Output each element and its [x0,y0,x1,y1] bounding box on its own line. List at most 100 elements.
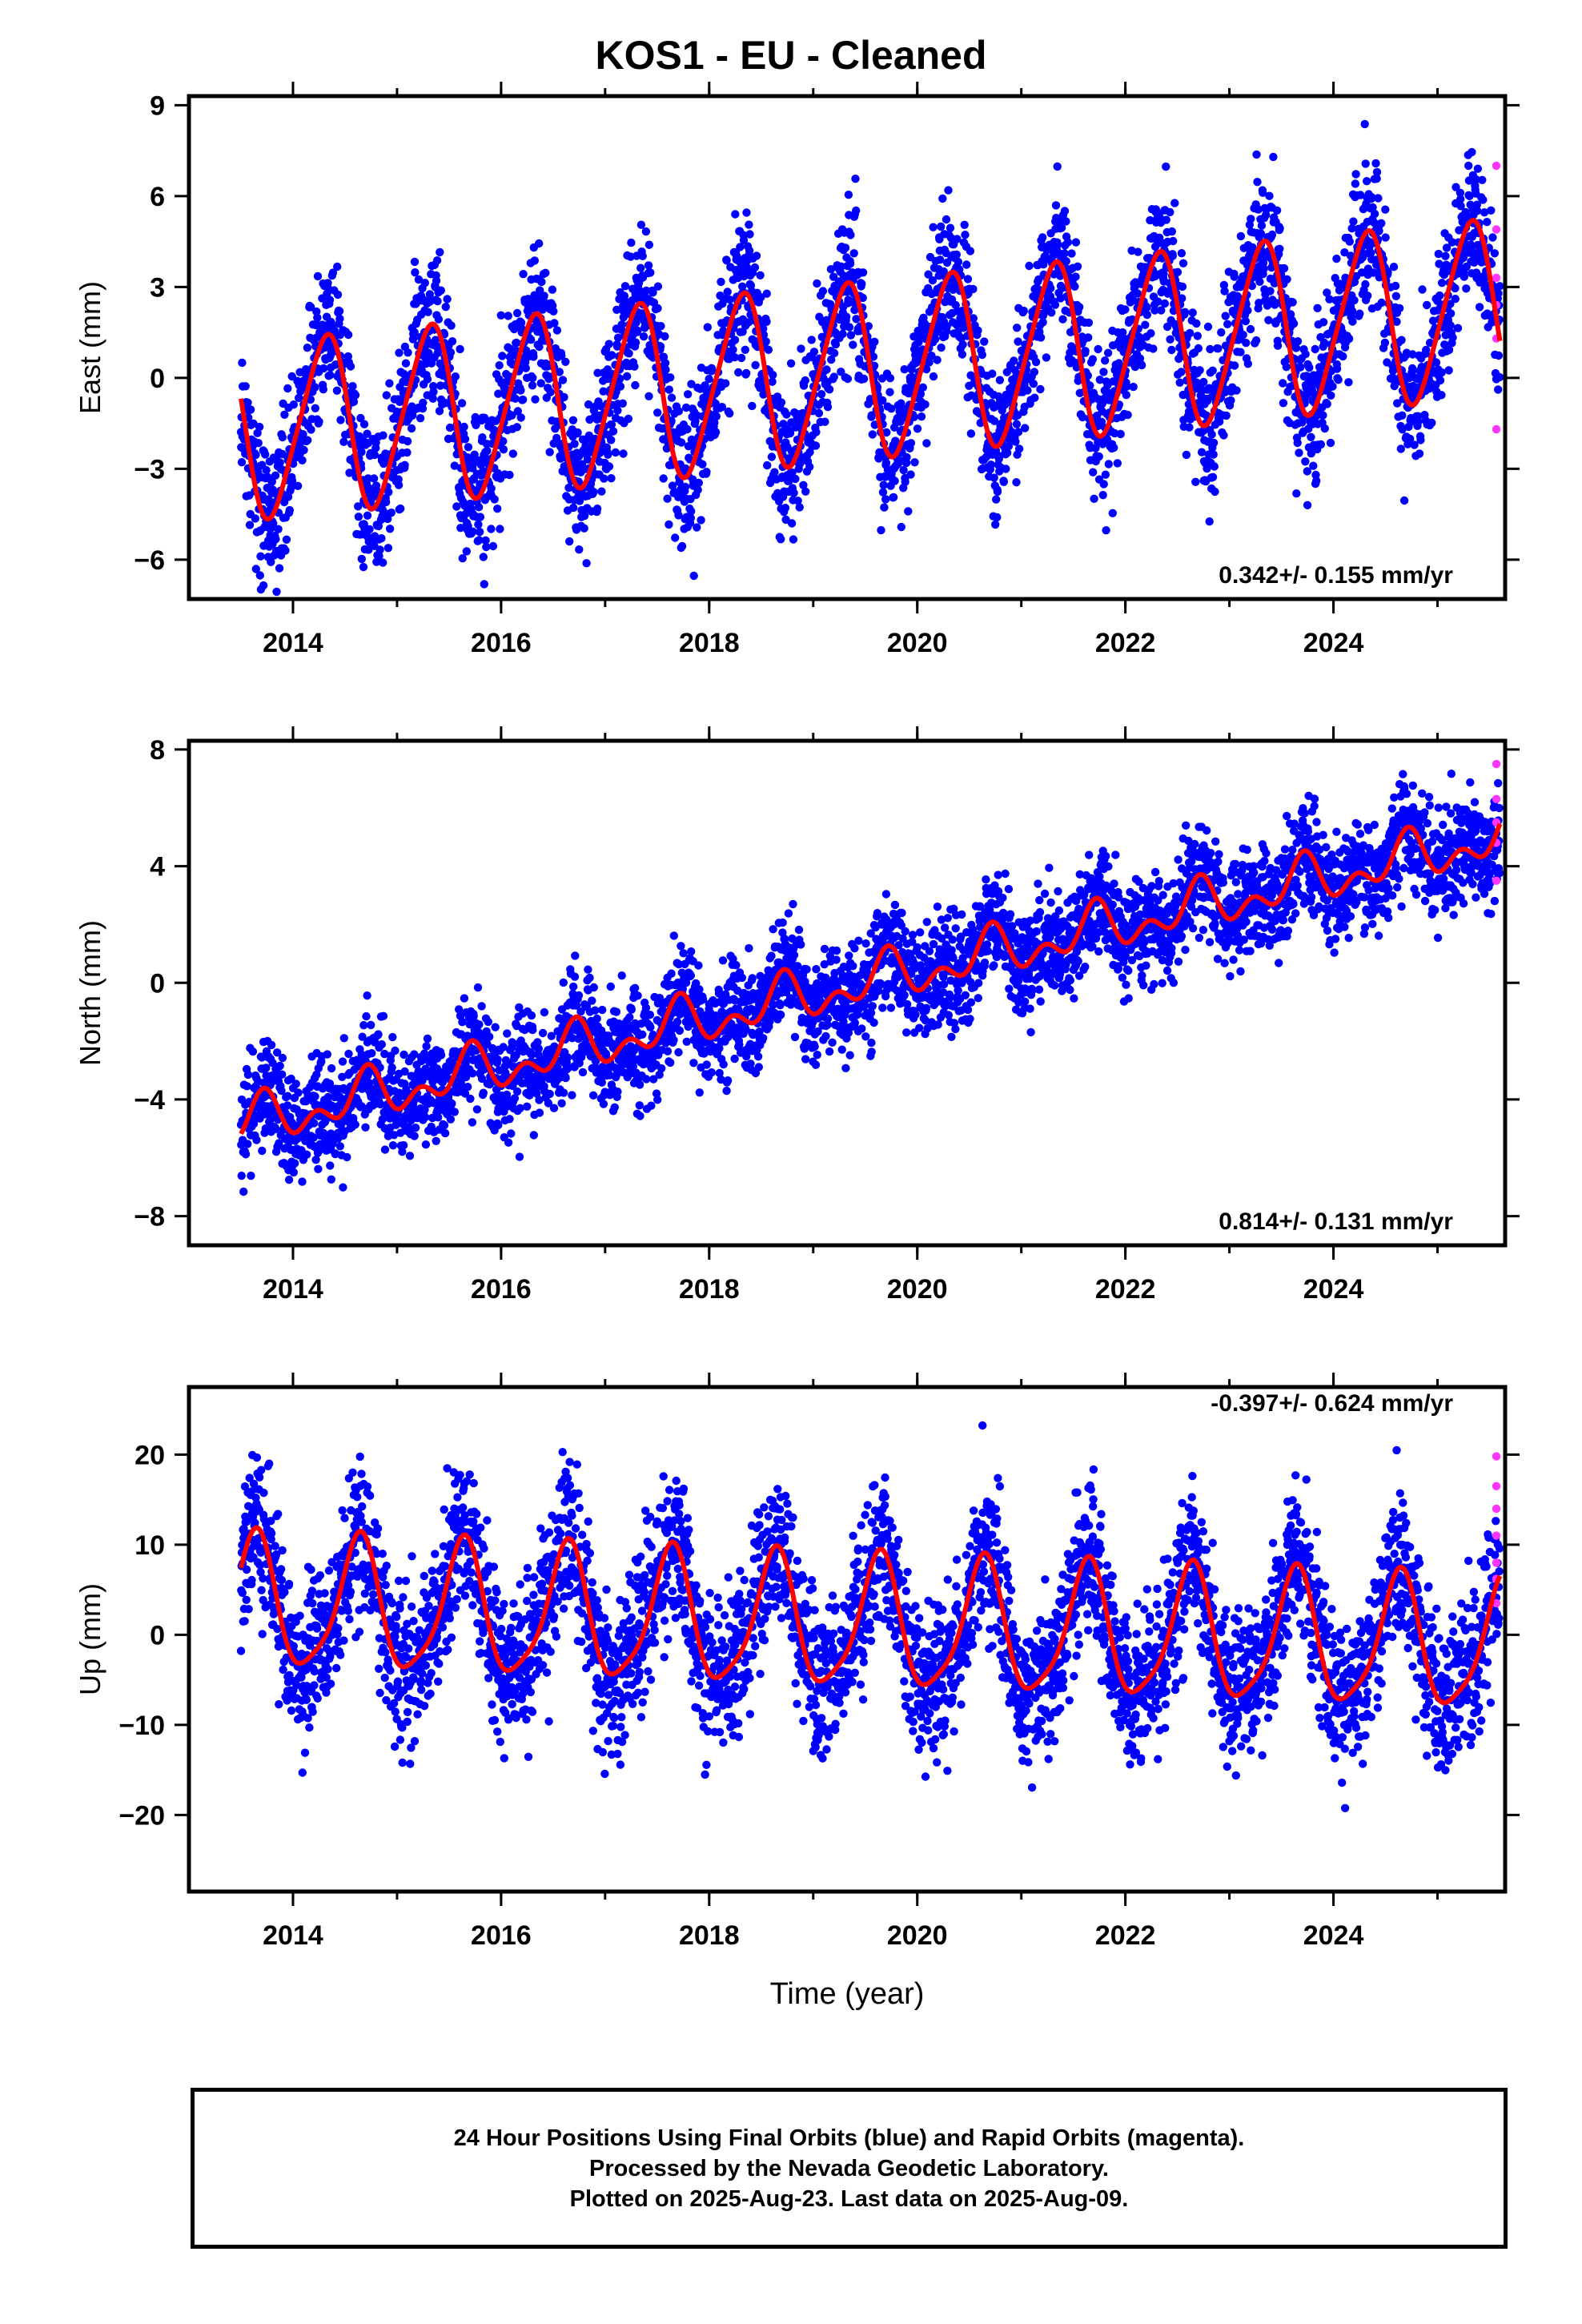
data-point [403,448,412,457]
data-point [267,557,275,566]
data-point [1350,296,1359,305]
data-point [592,505,602,513]
data-point [1293,438,1302,448]
data-point [730,336,740,344]
data-point [278,1070,287,1079]
data-point [385,379,394,388]
data-point [1312,476,1321,485]
data-point [1089,468,1098,476]
data-point [1437,279,1447,287]
data-point [864,322,873,331]
data-point [418,404,428,413]
data-point [1241,316,1251,326]
data-point [1267,230,1277,239]
data-point [671,533,680,542]
data-point [384,488,393,497]
data-point [313,271,323,281]
data-point [1319,411,1327,420]
data-point [530,256,539,265]
data-point [1398,411,1407,420]
data-point [1363,177,1371,186]
data-point [644,392,653,400]
y-tick-label: −6 [134,545,165,576]
data-point [1215,417,1224,426]
data-point [383,514,392,524]
data-point [258,1146,267,1156]
data-point [1025,261,1034,271]
data-point [693,523,701,532]
data-point [335,314,344,324]
data-point [428,394,437,403]
data-point [475,1020,484,1029]
data-point [259,581,268,590]
data-point [797,344,805,353]
data-point [1448,333,1457,342]
data-point [1219,280,1229,290]
data-point [952,320,962,329]
data-point [425,290,435,299]
data-point [1451,295,1460,304]
data-point [1186,328,1195,338]
data-point [436,247,444,257]
data-point [930,335,940,344]
data-point [991,520,1000,529]
data-point [358,1032,367,1041]
data-point [1243,360,1253,368]
data-point [653,304,662,313]
data-point [299,445,308,455]
data-point [251,450,260,460]
data-point [262,465,271,475]
data-point [1303,501,1312,509]
data-point [978,350,987,360]
data-point [665,520,673,529]
data-point [782,410,791,419]
data-point [1351,179,1360,188]
data-point [677,541,687,551]
data-point [683,424,692,434]
data-point [1332,364,1342,373]
data-point [243,1140,252,1148]
data-point [1178,259,1188,267]
data-point [633,326,642,335]
data-point [887,404,896,413]
data-point [1345,237,1355,246]
data-point [429,388,438,396]
data-point [363,429,371,438]
data-point [275,1139,283,1148]
data-point [935,255,945,264]
data-point [1396,444,1406,453]
data-point [333,290,343,300]
data-point [701,381,709,390]
data-point [552,433,561,443]
data-point [1192,319,1201,328]
data-point [966,247,975,255]
data-point [764,345,773,354]
data-point [535,342,544,352]
data-point [1169,236,1178,246]
data-point [252,1136,261,1144]
data-point [483,446,492,456]
data-point [687,507,696,516]
data-point [375,1063,384,1072]
data-point [687,380,696,388]
data-point [938,194,947,203]
data-point [1157,306,1166,315]
data-point [277,1086,286,1096]
data-point [1298,418,1307,427]
data-point [303,1150,311,1159]
data-point [1159,270,1168,279]
data-point [963,275,973,283]
data-point [261,450,270,459]
data-point [1263,301,1272,310]
data-point [432,256,442,265]
data-point [1255,299,1263,308]
data-point [552,326,562,335]
data-point [272,587,281,597]
data-point [612,305,621,314]
data-point [237,1172,246,1180]
data-point [1030,368,1039,376]
data-point [1313,304,1322,312]
data-point [767,452,777,461]
data-point [399,1140,408,1150]
data-point [1279,399,1288,408]
